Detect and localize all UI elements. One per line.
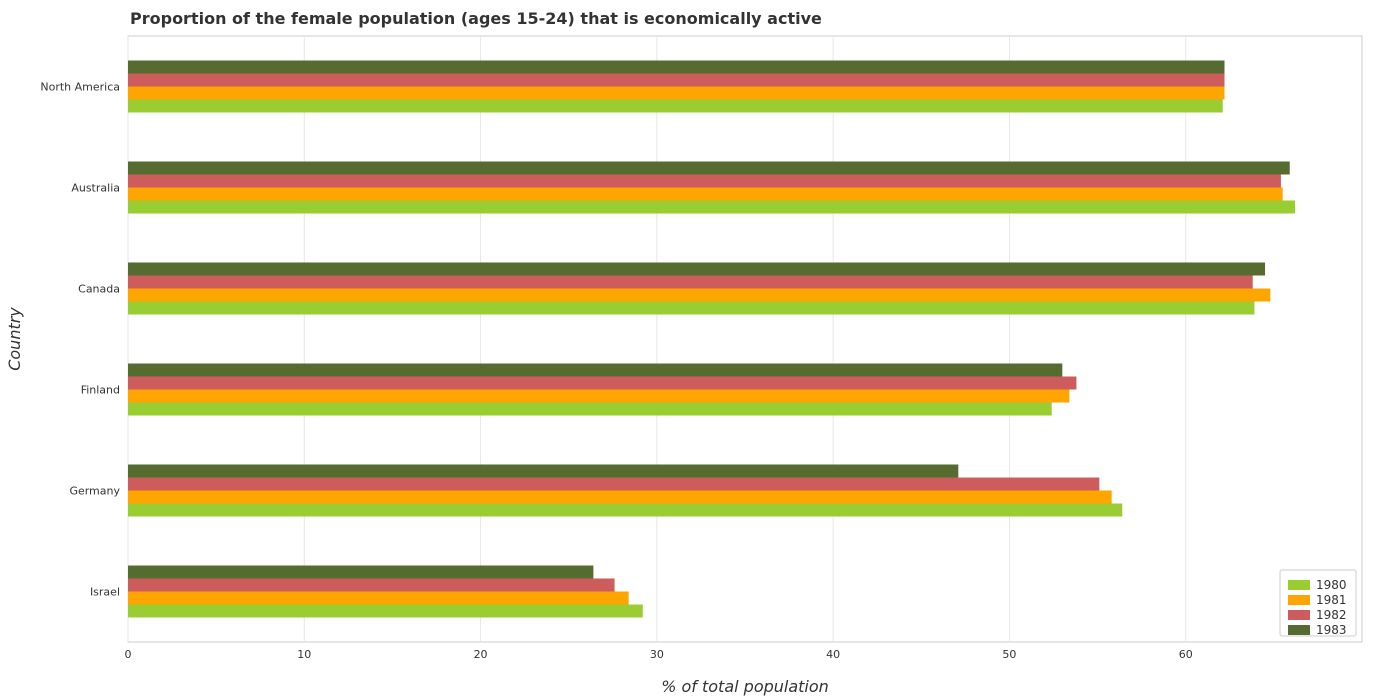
bar-1980: [128, 99, 1223, 113]
legend-label: 1983: [1316, 623, 1347, 637]
legend-swatch: [1288, 580, 1310, 590]
bar-1982: [128, 376, 1077, 390]
y-axis-ticks: North America Australia Canada Finland Germa…: [40, 81, 120, 599]
x-tick-label: 20: [474, 648, 488, 661]
bar-1981: [128, 591, 629, 605]
bar-1982: [128, 174, 1281, 188]
bar-1983: [128, 363, 1063, 377]
x-axis-ticks: 0 10 20 30 40 50 60: [125, 648, 1193, 661]
bar-1980: [128, 503, 1123, 517]
bar-1981: [128, 187, 1283, 201]
x-tick-label: 60: [1179, 648, 1193, 661]
bar-1980: [128, 200, 1296, 214]
bar-1980: [128, 604, 643, 618]
bar-1980: [128, 402, 1052, 416]
grid: [127, 36, 1187, 642]
y-tick-label: Australia: [71, 182, 120, 195]
y-tick-label: Germany: [69, 485, 120, 498]
bar-1983: [128, 161, 1290, 175]
bar-1983: [128, 262, 1266, 276]
y-tick-label: North America: [40, 81, 120, 94]
bar-1981: [128, 389, 1070, 403]
bar-1982: [128, 73, 1225, 87]
x-tick-label: 50: [1002, 648, 1016, 661]
x-tick-label: 30: [650, 648, 664, 661]
bar-1981: [128, 86, 1225, 100]
bar-1982: [128, 578, 615, 592]
bar-1983: [128, 565, 594, 579]
x-axis-title: % of total population: [661, 677, 829, 696]
y-axis-title: Country: [5, 307, 24, 371]
legend-label: 1980: [1316, 578, 1347, 592]
plot-area: [127, 35, 1363, 643]
y-tick-label: Canada: [78, 283, 120, 296]
legend-label: 1982: [1316, 608, 1347, 622]
x-tick-label: 0: [125, 648, 132, 661]
x-tick-label: 10: [297, 648, 311, 661]
bar-1982: [128, 477, 1100, 491]
y-tick-label: Finland: [81, 384, 120, 397]
legend-swatch: [1288, 595, 1310, 605]
legend-swatch: [1288, 610, 1310, 620]
bar-1981: [128, 490, 1112, 504]
bar-1982: [128, 275, 1253, 289]
bar-1983: [128, 60, 1225, 74]
legend-swatch: [1288, 625, 1310, 635]
x-tick-label: 40: [826, 648, 840, 661]
bars: [128, 60, 1296, 618]
bar-1980: [128, 301, 1255, 315]
chart-title: Proportion of the female population (age…: [130, 9, 822, 28]
bar-1983: [128, 464, 959, 478]
y-tick-label: Israel: [90, 586, 120, 599]
bar-1981: [128, 288, 1271, 302]
legend-label: 1981: [1316, 593, 1347, 607]
